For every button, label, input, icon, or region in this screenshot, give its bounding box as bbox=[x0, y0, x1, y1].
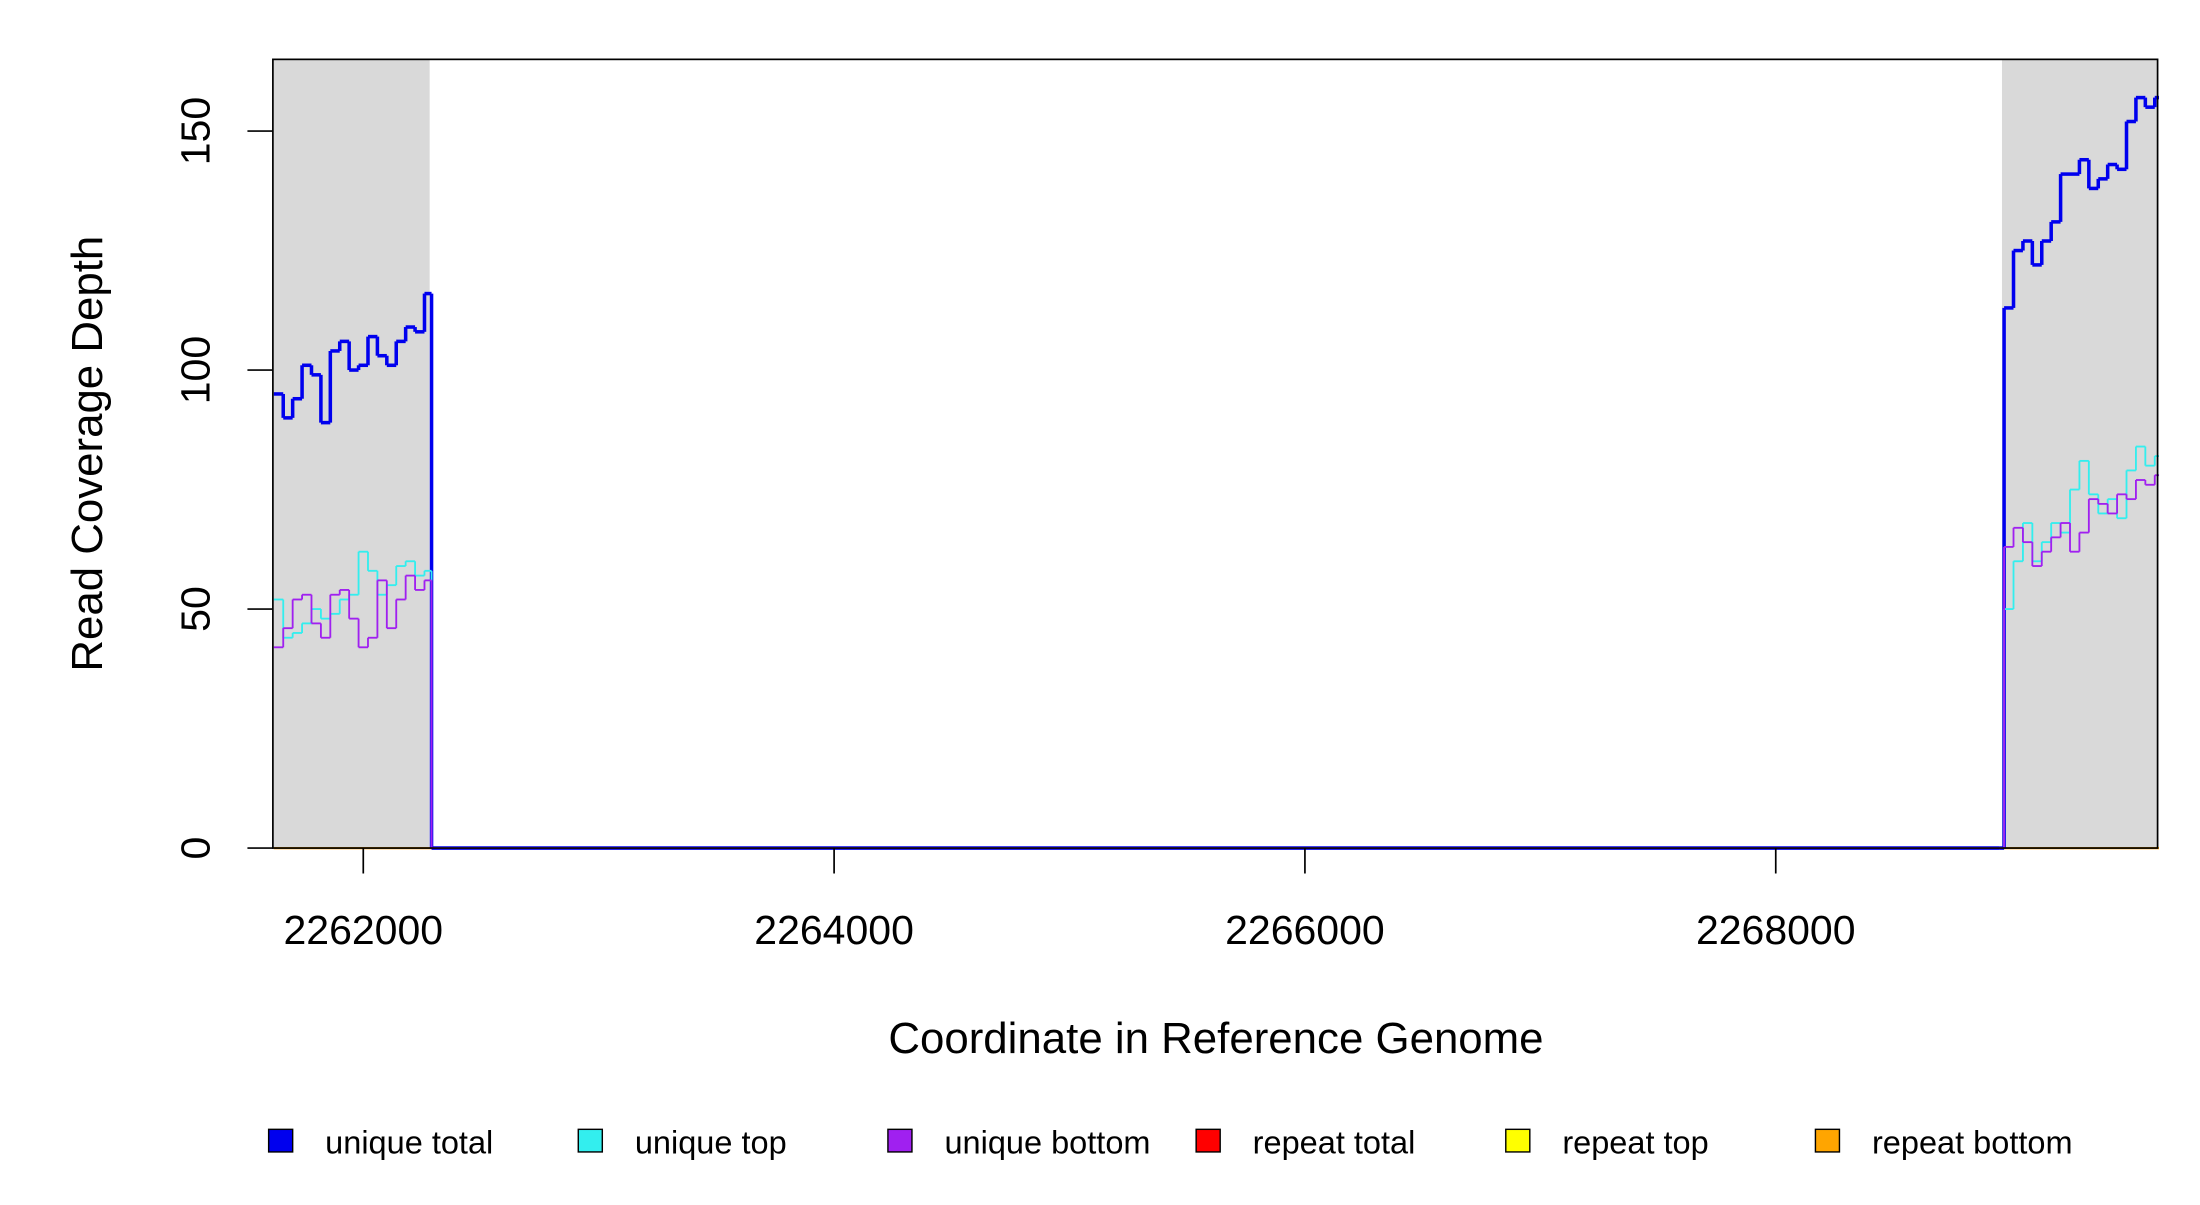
legend-swatch bbox=[1505, 1128, 1531, 1153]
x-tick-label: 2264000 bbox=[754, 907, 914, 953]
y-tick-label: 100 bbox=[172, 336, 218, 404]
legend-swatch bbox=[1814, 1128, 1841, 1153]
shaded-region bbox=[272, 59, 430, 849]
legend-swatch bbox=[887, 1128, 913, 1153]
shaded-region bbox=[2001, 59, 2158, 849]
legend-label: unique bottom bbox=[944, 1124, 1150, 1160]
legend-label: repeat bottom bbox=[1872, 1124, 2073, 1160]
legend-label: unique top bbox=[635, 1124, 787, 1160]
x-tick-label: 2262000 bbox=[283, 907, 443, 953]
legend-swatch bbox=[577, 1128, 604, 1153]
y-tick-label: 50 bbox=[172, 586, 218, 632]
y-tick-label: 0 bbox=[172, 837, 218, 860]
legend-swatch bbox=[267, 1128, 294, 1153]
legend-label: repeat total bbox=[1253, 1124, 1416, 1160]
legend-swatch bbox=[1195, 1128, 1221, 1153]
legend-label: repeat top bbox=[1562, 1124, 1708, 1160]
series-line bbox=[273, 474, 2160, 849]
series-line bbox=[273, 445, 2160, 849]
y-tick-label: 150 bbox=[172, 97, 218, 165]
plot-frame bbox=[272, 58, 2159, 849]
series-line bbox=[273, 95, 2160, 850]
x-axis-label: Coordinate in Reference Genome bbox=[888, 1014, 1543, 1063]
y-axis-label: Read Coverage Depth bbox=[63, 236, 112, 672]
x-tick-label: 2266000 bbox=[1225, 907, 1385, 953]
legend-label: unique total bbox=[325, 1124, 493, 1160]
x-tick-label: 2268000 bbox=[1696, 907, 1856, 953]
